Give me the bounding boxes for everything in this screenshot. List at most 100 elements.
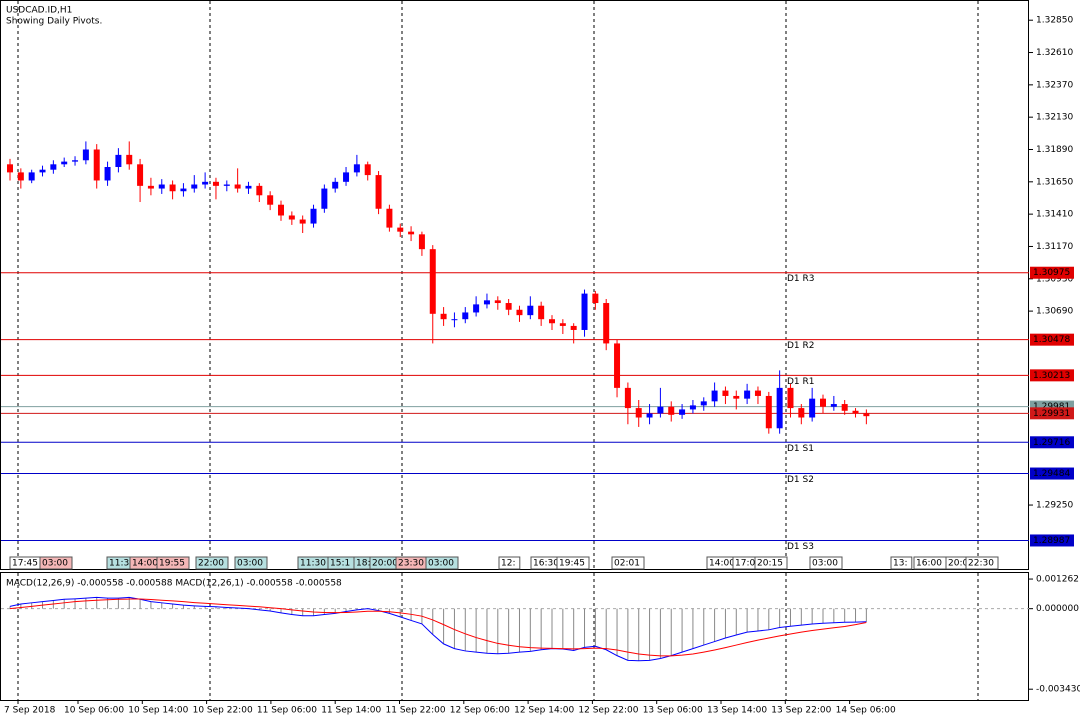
candle-body (527, 305, 534, 316)
y-tick-label: 1.31890 (1036, 145, 1073, 155)
time-box-label: 12: (501, 559, 515, 569)
candle-body (711, 390, 718, 402)
pivot-price-box (1030, 436, 1074, 449)
macd-line (9, 598, 867, 657)
candle-body (321, 188, 328, 209)
candle-body (830, 404, 837, 407)
x-tick-label: 12 Sep 14:00 (514, 706, 574, 716)
candle-body (256, 185, 263, 196)
candle-body (754, 390, 761, 396)
time-box-label: 20:0 (948, 559, 968, 569)
pivot-name: D1 S1 (787, 444, 814, 454)
pivot-price-label: 1.29484 (1033, 469, 1070, 479)
candle-body (288, 215, 295, 220)
pivot-price-box (1030, 266, 1074, 279)
time-box-label: 17:00 (735, 559, 761, 569)
candle-body (147, 185, 154, 189)
candle-body (603, 303, 610, 344)
time-box-label: 03:00 (428, 559, 454, 569)
x-tick-label: 7 Sep 2018 (4, 706, 56, 716)
time-box (556, 556, 590, 570)
time-box-label: 20:00 (372, 559, 398, 569)
candle-body (418, 234, 425, 250)
candle-body (245, 185, 252, 189)
candle-body (191, 184, 198, 189)
candle-body (343, 172, 350, 182)
candle-body (494, 300, 501, 304)
x-tick-label: 10 Sep 14:00 (128, 706, 188, 716)
pivot-price-box (1030, 534, 1074, 547)
y-tick-label: 1.31650 (1036, 177, 1073, 187)
price-label: 1.29931 (1033, 409, 1070, 419)
time-box-label: 19:45 (559, 559, 585, 569)
time-box-label: 20:15 (757, 559, 783, 569)
candle-body (700, 401, 707, 406)
candle-body (39, 169, 46, 173)
y-tick-label: 1.30930 (1036, 274, 1073, 284)
candle-body (429, 249, 436, 314)
pivot-price-box (1030, 467, 1074, 480)
candle-body (646, 413, 653, 418)
time-box (156, 556, 190, 570)
price-box (1030, 407, 1074, 420)
x-tick-label: 13 Sep 14:00 (707, 706, 767, 716)
candle-body (516, 309, 523, 316)
x-tick-label: 10 Sep 22:00 (193, 706, 253, 716)
candle-body (353, 164, 360, 173)
candle-body (776, 387, 783, 429)
macd-label: MACD(12,26,9) -0.000558 -0.000588 MACD(1… (6, 579, 342, 589)
time-box (234, 556, 268, 570)
candle-body (505, 303, 512, 310)
candle-body (852, 410, 859, 414)
pivot-price-label: 1.30975 (1033, 268, 1070, 278)
time-box (890, 556, 913, 570)
candle-body (483, 300, 490, 305)
y-tick-label: 1.32850 (1036, 16, 1073, 26)
candle-body (169, 184, 176, 192)
candle-body (278, 204, 284, 216)
x-tick-label: 10 Sep 06:00 (64, 706, 124, 716)
candle-body (798, 408, 805, 418)
candle-body (28, 172, 35, 181)
macd-y-tick-label: 0.000000 (1036, 604, 1079, 614)
candle-body (82, 149, 89, 161)
candle-body (538, 305, 545, 320)
time-box-label: 16:00 (916, 559, 942, 569)
x-tick-label: 11 Sep 14:00 (321, 706, 381, 716)
candle-body (158, 184, 165, 189)
candle-body (581, 293, 588, 330)
x-tick-label: 12 Sep 06:00 (450, 706, 510, 716)
pivot-price-label: 1.28987 (1033, 536, 1070, 546)
candle-body (115, 154, 122, 168)
candle-body (733, 395, 740, 399)
candle-body (72, 160, 79, 162)
candle-body (689, 405, 696, 410)
time-box (754, 556, 788, 570)
candle-body (310, 208, 317, 224)
candle-body (408, 231, 415, 235)
time-box (425, 556, 459, 570)
macd-y-tick-label: 0.001262 (1036, 575, 1079, 585)
candle-body (440, 313, 447, 320)
pivot-name: D1 R1 (787, 377, 815, 387)
time-box-label: 02:01 (614, 559, 640, 569)
pivot-price-label: 1.30213 (1033, 371, 1070, 381)
time-box (965, 556, 999, 570)
candle-body (234, 184, 241, 189)
candle-body (473, 304, 480, 313)
candle-body (592, 293, 599, 304)
candle-body (863, 413, 870, 417)
time-box-label: 18: (356, 559, 370, 569)
time-box (809, 556, 843, 570)
candle-body (375, 175, 382, 209)
candle-body (722, 390, 729, 396)
candle-body (744, 390, 751, 399)
time-box-label: 16:30 (533, 559, 559, 569)
macd-y-tick-label: -0.003430 (1036, 685, 1080, 695)
x-tick-label: 12 Sep 22:00 (578, 706, 638, 716)
time-box-label: 17:45 (12, 559, 38, 569)
time-box-label: 23:30 (398, 559, 424, 569)
candle-body (657, 406, 664, 414)
candle-body (570, 325, 577, 330)
